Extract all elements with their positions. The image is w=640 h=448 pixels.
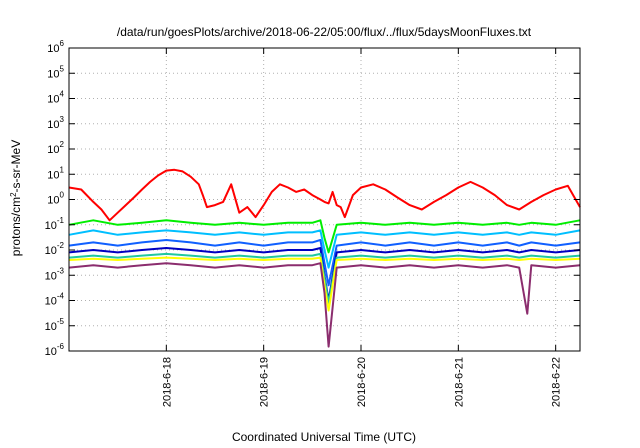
- series-line: [68, 256, 581, 312]
- y-tick-label: 10-5: [45, 317, 65, 333]
- y-axis-label: protons/cm2-s-sr-MeV: [9, 140, 24, 256]
- x-tick-label: 2018-6-21: [453, 357, 465, 407]
- y-tick-label: 10-4: [45, 292, 65, 308]
- y-axis-label-suffix: -s-sr-MeV: [9, 140, 23, 193]
- y-axis: 10-6 10-5 10-4 10-3 10-2 10-1 100 101 102 103 104 1…: [45, 39, 580, 358]
- x-axis: 2018-6-18 2018-6-19 2018-6-20 2018-6-21 2018…: [161, 48, 563, 407]
- y-tick-label: 103: [47, 115, 64, 131]
- x-tick-label: 2018-6-19: [259, 357, 271, 407]
- y-tick-label: 106: [47, 39, 64, 55]
- y-tick-label: 101: [47, 165, 64, 181]
- x-tick-label: 2018-6-20: [356, 357, 368, 407]
- series-line: [68, 262, 581, 348]
- y-tick-label: 104: [47, 90, 64, 106]
- y-tick-label: 10-1: [45, 216, 65, 232]
- series-group: [68, 168, 581, 348]
- y-tick-label: 100: [47, 191, 64, 207]
- series-line: [68, 229, 581, 269]
- x-tick-label: 2018-6-22: [551, 357, 563, 407]
- y-axis-label-prefix: protons/cm: [9, 197, 23, 256]
- y-tick-label: 10-3: [45, 266, 65, 282]
- x-tick-label: 2018-6-18: [161, 357, 173, 407]
- series-line: [68, 168, 581, 222]
- grid: [69, 48, 580, 351]
- x-axis-label: Coordinated Universal Time (UTC): [232, 430, 416, 444]
- y-tick-label: 10-2: [45, 241, 65, 257]
- series-line: [68, 239, 581, 287]
- series-line: [68, 219, 581, 254]
- series-line: [68, 252, 581, 304]
- y-tick-label: 105: [47, 64, 64, 80]
- y-axis-label-superscript: 2: [9, 192, 18, 197]
- y-tick-label: 10-6: [45, 342, 65, 358]
- chart-title: /data/run/goesPlots/archive/2018-06-22/0…: [117, 25, 532, 39]
- y-tick-label: 102: [47, 140, 64, 156]
